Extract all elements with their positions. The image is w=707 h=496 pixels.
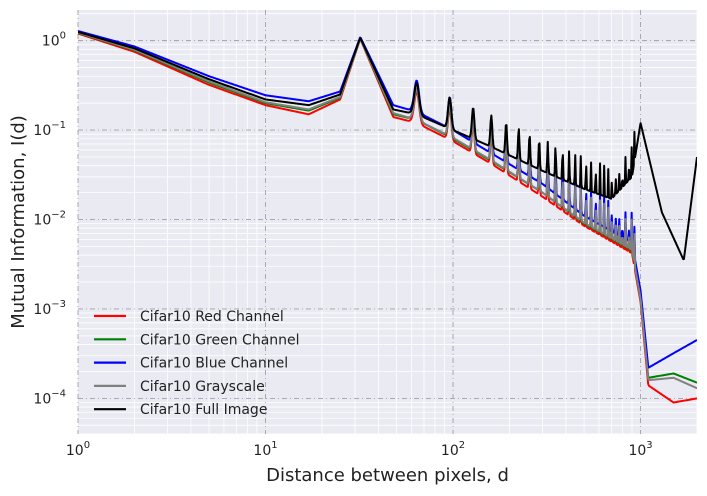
- y-axis-label: Mutual Information, I(d): [8, 115, 29, 329]
- legend-entry: Cifar10 Green Channel: [140, 332, 300, 348]
- legend-entry: Cifar10 Blue Channel: [140, 356, 288, 372]
- major-grid: [77, 10, 697, 434]
- x-tick-label: 101: [253, 440, 277, 459]
- y-tick-label: 10−1: [33, 120, 66, 139]
- legend: Cifar10 Red Channel Cifar10 Green Channel…: [94, 309, 300, 418]
- minor-grid: [78, 10, 698, 435]
- y-tick-label: 100: [42, 31, 66, 50]
- series-line-3: [78, 30, 697, 369]
- x-axis-ticks: 100 101 102 103: [66, 440, 653, 459]
- series-line-5: [78, 30, 697, 261]
- series-line-4: [78, 31, 697, 390]
- x-tick-label: 103: [628, 440, 652, 459]
- legend-entry: Cifar10 Full Image: [140, 402, 267, 418]
- legend-entry: Cifar10 Grayscale: [140, 379, 265, 395]
- y-tick-label: 10−4: [33, 388, 66, 407]
- series-layer: [78, 30, 697, 404]
- y-tick-label: 10−3: [33, 299, 66, 318]
- x-tick-label: 102: [441, 440, 465, 459]
- x-tick-label: 100: [66, 440, 90, 459]
- y-tick-label: 10−2: [33, 210, 66, 229]
- x-axis-label: Distance between pixels, d: [266, 465, 509, 486]
- y-axis-ticks: 10−4 10−3 10−2 10−1 100: [33, 31, 66, 408]
- legend-entry: Cifar10 Red Channel: [140, 309, 284, 325]
